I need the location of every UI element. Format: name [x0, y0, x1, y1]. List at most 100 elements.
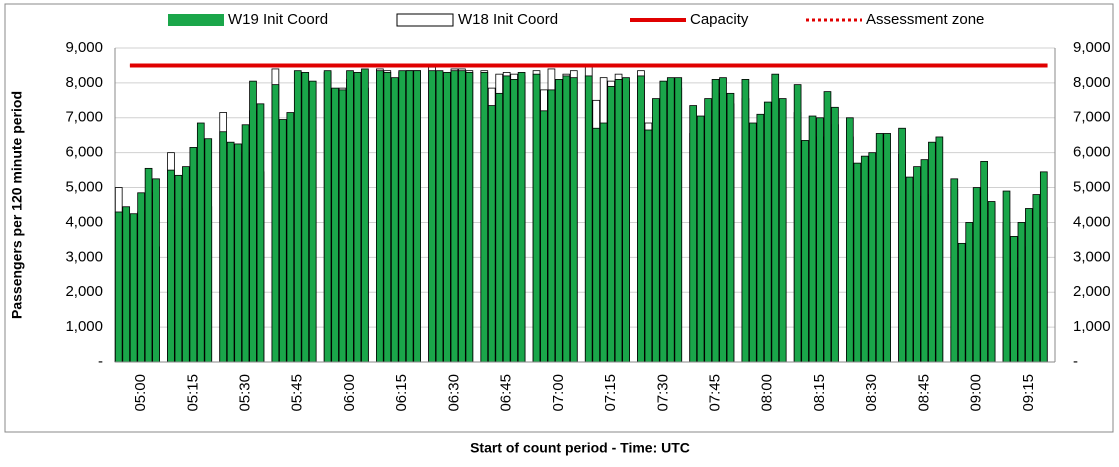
bar	[114, 211, 123, 363]
bar	[987, 201, 996, 363]
bar	[361, 68, 369, 363]
bar	[957, 242, 966, 363]
bar	[390, 77, 399, 363]
y-tick-label: 1,000	[65, 318, 103, 335]
legend-swatch	[396, 13, 454, 27]
y-tick-label: 4,000	[65, 213, 103, 230]
bar	[666, 77, 675, 363]
bar	[443, 72, 451, 363]
bar	[607, 85, 615, 363]
bar	[510, 79, 518, 363]
x-tick-label: 09:00	[968, 374, 985, 412]
bar	[495, 92, 504, 363]
bar	[540, 110, 548, 363]
bar	[293, 70, 302, 363]
bar	[980, 160, 988, 363]
bar	[711, 79, 720, 363]
bar	[256, 103, 265, 363]
legend-label: W18 Init Coord	[458, 11, 558, 28]
bar	[913, 166, 921, 363]
bar	[935, 136, 944, 363]
x-tick-label: 07:45	[707, 374, 724, 412]
bar	[167, 169, 175, 363]
x-axis-title: Start of count period - Time: UTC	[470, 440, 690, 456]
bar	[875, 133, 884, 363]
bar	[860, 155, 869, 363]
bar	[853, 162, 862, 363]
bar	[480, 72, 489, 363]
bar	[353, 72, 362, 363]
bar	[271, 84, 280, 363]
bar	[972, 187, 981, 363]
bar	[279, 119, 287, 363]
x-tick-label: 07:15	[602, 374, 619, 412]
bar	[898, 127, 906, 363]
bar	[1039, 171, 1048, 363]
bar	[584, 75, 593, 363]
bar	[174, 174, 183, 363]
y2-tick-label: 9,000	[1073, 39, 1111, 56]
bar	[599, 122, 608, 363]
y-tick-label: 2,000	[65, 283, 103, 300]
x-tick-label: 05:30	[237, 374, 254, 412]
bar	[808, 115, 817, 363]
bar	[122, 206, 131, 363]
bar	[204, 138, 213, 363]
bar	[129, 213, 138, 363]
bar	[1017, 222, 1026, 363]
x-tick-label: 08:15	[811, 374, 828, 412]
bar	[517, 72, 526, 363]
bar	[331, 87, 339, 363]
bar	[674, 77, 683, 363]
bar	[435, 70, 444, 363]
bar	[778, 98, 787, 363]
bar	[719, 77, 727, 363]
y-axis-title: Passengers per 120 minute period	[9, 91, 25, 319]
y-tick-label: 3,000	[65, 248, 103, 265]
bar	[346, 70, 354, 363]
y-tick-label: 8,000	[65, 74, 103, 91]
bar	[950, 178, 959, 363]
y2-tick-label: 3,000	[1073, 248, 1111, 265]
bar	[562, 75, 571, 363]
bar	[965, 222, 974, 363]
bar	[241, 124, 250, 363]
bar	[286, 112, 295, 363]
bar	[652, 98, 660, 363]
bar	[323, 70, 332, 363]
bar	[801, 140, 809, 363]
x-tick-label: 07:30	[654, 374, 671, 412]
bar	[458, 70, 466, 363]
y2-tick-label: 8,000	[1073, 74, 1111, 91]
bar	[338, 89, 347, 363]
bar	[196, 122, 205, 363]
bar	[659, 80, 668, 363]
bar	[137, 192, 145, 363]
bar	[726, 92, 735, 363]
y2-tick-label: 4,000	[1073, 213, 1111, 230]
y2-tick-label: 7,000	[1073, 109, 1111, 126]
bar	[428, 70, 436, 363]
bar	[622, 77, 630, 363]
bar	[689, 105, 698, 363]
bar	[189, 147, 198, 363]
y-tick-label: 7,000	[65, 109, 103, 126]
bar	[823, 91, 832, 363]
bar	[696, 115, 705, 363]
bar	[1032, 194, 1041, 363]
bar	[592, 127, 601, 363]
bar	[487, 105, 496, 363]
bar	[234, 143, 242, 363]
y2-tick-label: 6,000	[1073, 144, 1111, 161]
bar	[831, 106, 839, 363]
bar	[308, 80, 317, 363]
bar	[883, 133, 891, 363]
bar	[376, 70, 384, 363]
y2-tick-label: 5,000	[1073, 179, 1111, 196]
bar	[793, 84, 802, 363]
y-tick-label: -	[98, 353, 103, 370]
legend-swatch	[168, 14, 224, 26]
bar	[383, 72, 392, 363]
x-tick-label: 05:15	[184, 374, 201, 412]
